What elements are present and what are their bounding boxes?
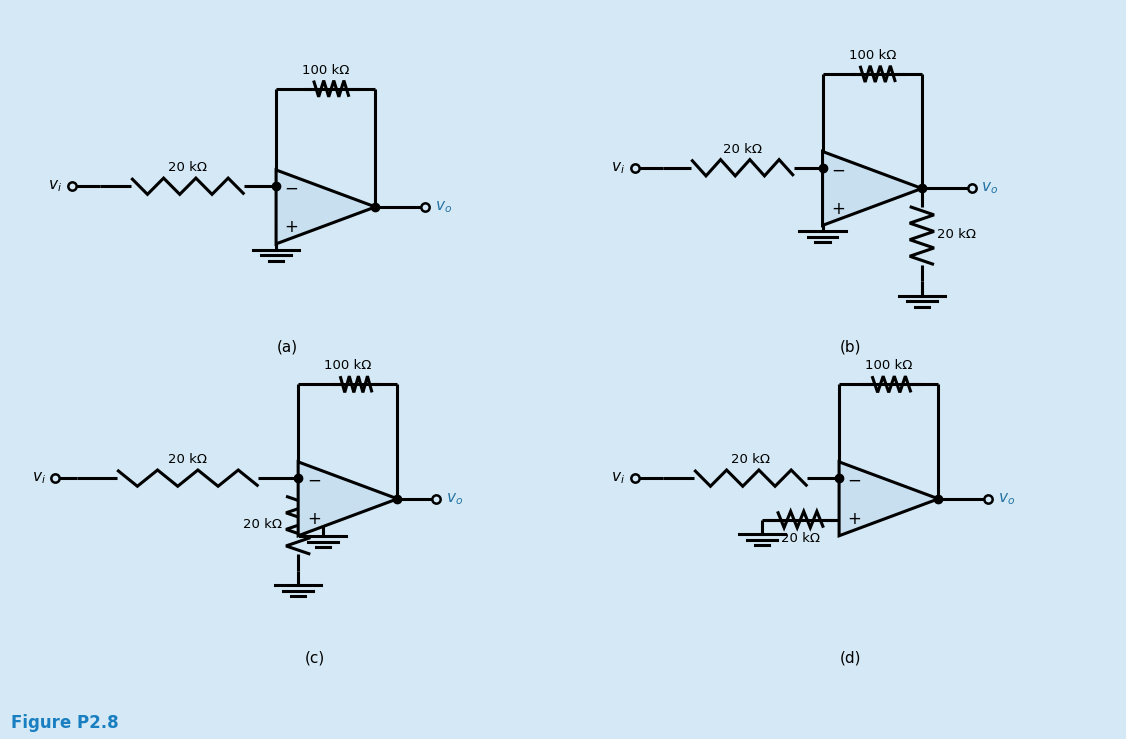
- Text: 100 kΩ: 100 kΩ: [865, 359, 912, 372]
- Text: $+$: $+$: [306, 510, 321, 528]
- Text: 20 kΩ: 20 kΩ: [242, 518, 282, 531]
- Text: 100 kΩ: 100 kΩ: [849, 49, 896, 62]
- Text: 100 kΩ: 100 kΩ: [324, 359, 372, 372]
- Text: $v_i$: $v_i$: [48, 178, 62, 194]
- Text: $v_o$: $v_o$: [446, 491, 463, 507]
- Text: $+$: $+$: [285, 218, 298, 236]
- Text: 100 kΩ: 100 kΩ: [302, 64, 349, 77]
- Text: $v_o$: $v_o$: [435, 199, 452, 215]
- Text: $v_i$: $v_i$: [611, 160, 625, 176]
- Text: 20 kΩ: 20 kΩ: [723, 143, 762, 156]
- Polygon shape: [839, 462, 938, 536]
- Text: $v_o$: $v_o$: [998, 491, 1015, 507]
- Text: $+$: $+$: [848, 510, 861, 528]
- Text: $-$: $-$: [831, 160, 846, 178]
- Text: $-$: $-$: [848, 471, 861, 488]
- Text: $v_i$: $v_i$: [32, 470, 45, 486]
- Polygon shape: [822, 151, 922, 225]
- Polygon shape: [298, 462, 397, 536]
- Text: 20 kΩ: 20 kΩ: [168, 453, 207, 466]
- Text: $v_o$: $v_o$: [982, 180, 999, 197]
- Text: Figure P2.8: Figure P2.8: [11, 714, 119, 732]
- Text: $v_i$: $v_i$: [611, 470, 625, 486]
- Text: 20 kΩ: 20 kΩ: [781, 532, 820, 545]
- Text: $-$: $-$: [285, 179, 298, 197]
- Text: (a): (a): [277, 340, 297, 355]
- Text: (b): (b): [839, 340, 861, 355]
- Text: (c): (c): [305, 650, 324, 665]
- Polygon shape: [276, 170, 375, 244]
- Text: 20 kΩ: 20 kΩ: [937, 228, 976, 241]
- Text: $+$: $+$: [831, 200, 844, 218]
- Text: $-$: $-$: [306, 471, 321, 488]
- Text: 20 kΩ: 20 kΩ: [731, 453, 770, 466]
- Text: (d): (d): [839, 650, 861, 665]
- Text: 20 kΩ: 20 kΩ: [168, 161, 207, 174]
